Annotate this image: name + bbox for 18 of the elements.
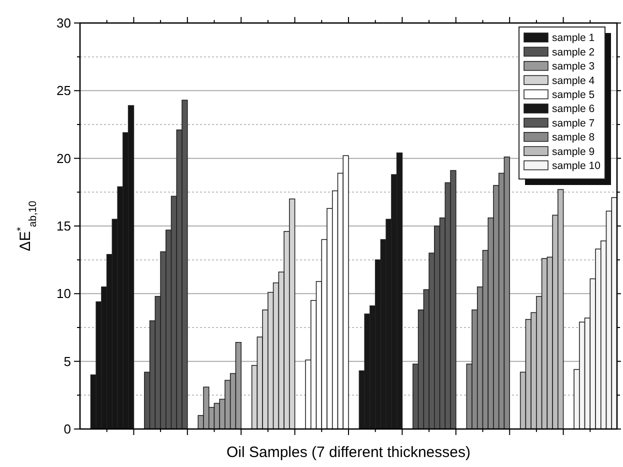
y-tick-label: 10 <box>56 286 71 302</box>
y-tick-label: 5 <box>64 354 71 369</box>
legend-label: sample 6 <box>552 103 595 116</box>
x-axis-title: Oil Samples (7 different thicknesses) <box>226 444 470 461</box>
legend-label: sample 9 <box>552 146 595 158</box>
y-tick-label: 15 <box>56 218 71 234</box>
legend-label: sample 7 <box>552 117 595 130</box>
y-tick-label: 20 <box>56 150 71 166</box>
legend-label: sample 8 <box>552 132 595 144</box>
y-tick-label: 0 <box>64 422 71 437</box>
legend-label: sample 10 <box>552 160 601 172</box>
y-tick-label: 25 <box>56 83 71 98</box>
legend-label: sample 4 <box>552 74 595 87</box>
legend-label: sample 1 <box>552 32 595 44</box>
legend-label: sample 2 <box>552 46 595 58</box>
legend-label: sample 3 <box>552 60 595 73</box>
legend-label: sample 5 <box>552 88 595 101</box>
y-tick-label: 30 <box>56 16 71 31</box>
